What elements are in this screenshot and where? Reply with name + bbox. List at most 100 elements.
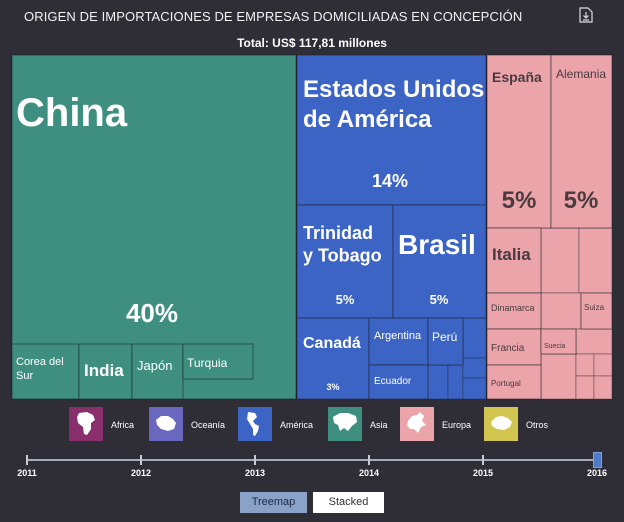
treemap-tile-label: Ecuador — [374, 376, 412, 387]
treemap-tile-rect[interactable] — [296, 317, 370, 400]
treemap-tile-percent: 5% — [336, 292, 355, 307]
treemap-tile-minor[interactable] — [540, 292, 582, 330]
treemap-tile-rect[interactable] — [486, 54, 552, 229]
treemap-tile[interactable]: Brasil 5% — [392, 204, 487, 319]
treemap-tile-rect[interactable] — [368, 364, 429, 400]
treemap-tile-label: Estados Unidos de América — [303, 76, 484, 133]
treemap-tile-percent: 14% — [372, 171, 408, 191]
treemap-tile[interactable]: Italia — [486, 227, 542, 294]
treemap-tile-minor[interactable] — [462, 377, 487, 400]
treemap-tile-minor[interactable] — [540, 227, 580, 294]
stacked-button[interactable]: Stacked — [313, 492, 384, 513]
treemap-tile-minor[interactable] — [593, 375, 613, 400]
treemap-tile-label: Suiza — [584, 303, 605, 312]
legend-label: América — [280, 420, 314, 430]
treemap-tile-minor[interactable] — [447, 364, 464, 400]
timeline-year-label[interactable]: 2012 — [130, 468, 152, 478]
treemap-tile-rect[interactable] — [427, 317, 464, 366]
treemap-tile[interactable]: China 40% — [11, 54, 297, 400]
treemap-tile-label: China — [16, 91, 128, 135]
treemap-tile-rect[interactable] — [11, 343, 80, 400]
treemap-tile[interactable]: India — [78, 343, 133, 400]
africa-icon[interactable] — [69, 407, 103, 441]
treemap-tile[interactable]: Suiza — [580, 292, 613, 330]
treemap-tile-minor[interactable] — [427, 364, 449, 400]
timeline-tick[interactable] — [26, 455, 28, 465]
chart-subtitle: Total: US$ 117,81 millones — [237, 36, 387, 50]
timeline-handle[interactable] — [593, 452, 602, 468]
treemap-tile[interactable]: Turquia — [182, 343, 254, 380]
treemap-tile-rect[interactable] — [486, 227, 542, 294]
treemap-tile[interactable]: Estados Unidos de América 14% — [296, 54, 487, 206]
treemap-tile-label: Perú — [432, 330, 457, 344]
treemap-tile-rect[interactable] — [296, 54, 487, 206]
treemap-tile[interactable]: Argentina — [368, 317, 429, 366]
treemap-tile[interactable]: Francia — [486, 328, 542, 366]
treemap-tile[interactable]: Corea del Sur — [11, 343, 80, 400]
treemap-tile-rect[interactable] — [392, 204, 487, 319]
timeline-year-label[interactable]: 2015 — [472, 468, 494, 478]
treemap-tile[interactable]: Suecia — [540, 328, 577, 355]
otros-icon[interactable] — [484, 407, 518, 441]
oceania-icon[interactable] — [149, 407, 183, 441]
timeline-tick[interactable] — [368, 455, 370, 465]
treemap-tile-rect[interactable] — [540, 328, 577, 355]
timeline-year-label[interactable]: 2014 — [358, 468, 380, 478]
treemap-tile-minor[interactable] — [593, 353, 613, 377]
timeline-tick[interactable] — [140, 455, 142, 465]
timeline-year-label[interactable]: 2011 — [17, 468, 37, 478]
treemap-tile-rect[interactable] — [486, 364, 542, 400]
treemap-tile-label: Suecia — [544, 343, 566, 350]
treemap-tile-minor[interactable] — [575, 328, 613, 355]
treemap-tile-label: Alemania — [556, 67, 606, 81]
treemap-tile-rect[interactable] — [580, 292, 613, 330]
treemap-tile-label: Portugal — [491, 379, 521, 388]
treemap-tile-rect[interactable] — [296, 204, 394, 319]
timeline-tick[interactable] — [254, 455, 256, 465]
treemap-tile-label: Brasil — [398, 229, 476, 260]
treemap-tile-minor[interactable] — [578, 227, 613, 294]
treemap-tile-minor[interactable] — [575, 353, 595, 377]
year-timeline[interactable]: 2011 2012 2013 2014 2015 2016 — [0, 448, 624, 483]
treemap-tile-rect[interactable] — [550, 54, 613, 229]
treemap-button[interactable]: Treemap — [240, 492, 307, 513]
asia-icon[interactable] — [328, 407, 362, 441]
europa-icon[interactable] — [400, 407, 434, 441]
treemap-tile-label: Italia — [492, 245, 531, 264]
treemap-tile-rect[interactable] — [368, 317, 429, 366]
legend-label: Otros — [526, 420, 549, 430]
treemap-tile[interactable]: Perú — [427, 317, 464, 366]
treemap-tile-rect[interactable] — [131, 343, 184, 400]
treemap-tile-label: Francia — [491, 343, 525, 354]
treemap-tile-rect[interactable] — [78, 343, 133, 400]
treemap-tile[interactable]: Trinidad y Tobago 5% — [296, 204, 394, 319]
treemap-tile[interactable]: Canadá 3% — [296, 317, 370, 400]
treemap-tile-minor[interactable] — [462, 357, 487, 379]
treemap-tile-label: Japón — [137, 358, 172, 373]
treemap-tile-label: Trinidad y Tobago — [303, 223, 382, 266]
chart-title: ORIGEN DE IMPORTACIONES DE EMPRESAS DOMI… — [24, 9, 523, 24]
treemap-tile-label: Dinamarca — [491, 303, 535, 313]
treemap-tile-percent: 40% — [126, 298, 178, 328]
download-icon[interactable] — [579, 7, 593, 23]
treemap-tile[interactable]: Portugal — [486, 364, 542, 400]
america-icon[interactable] — [238, 407, 272, 441]
treemap: China 40% Corea del Sur India Japón Turquia Est… — [11, 54, 613, 400]
timeline-tick[interactable] — [482, 455, 484, 465]
treemap-tile-minor[interactable] — [575, 375, 595, 400]
timeline-year-label[interactable]: 2016 — [586, 468, 608, 478]
treemap-tile-label: Canadá — [303, 335, 361, 352]
treemap-tile[interactable]: Japón — [131, 343, 184, 400]
timeline-year-label[interactable]: 2013 — [244, 468, 266, 478]
treemap-tile-minor[interactable] — [462, 317, 487, 359]
treemap-tile[interactable]: Dinamarca — [486, 292, 542, 330]
treemap-tile-minor[interactable] — [540, 353, 577, 400]
treemap-tile-percent: 5% — [564, 187, 599, 214]
treemap-tile-rect[interactable] — [182, 343, 254, 380]
treemap-tile-rect[interactable] — [486, 292, 542, 330]
timeline-track — [27, 459, 597, 461]
treemap-tile-rect[interactable] — [11, 54, 297, 400]
treemap-tile[interactable]: Ecuador — [368, 364, 429, 400]
treemap-tile[interactable]: España 5% — [486, 54, 552, 229]
treemap-tile[interactable]: Alemania 5% — [550, 54, 613, 229]
